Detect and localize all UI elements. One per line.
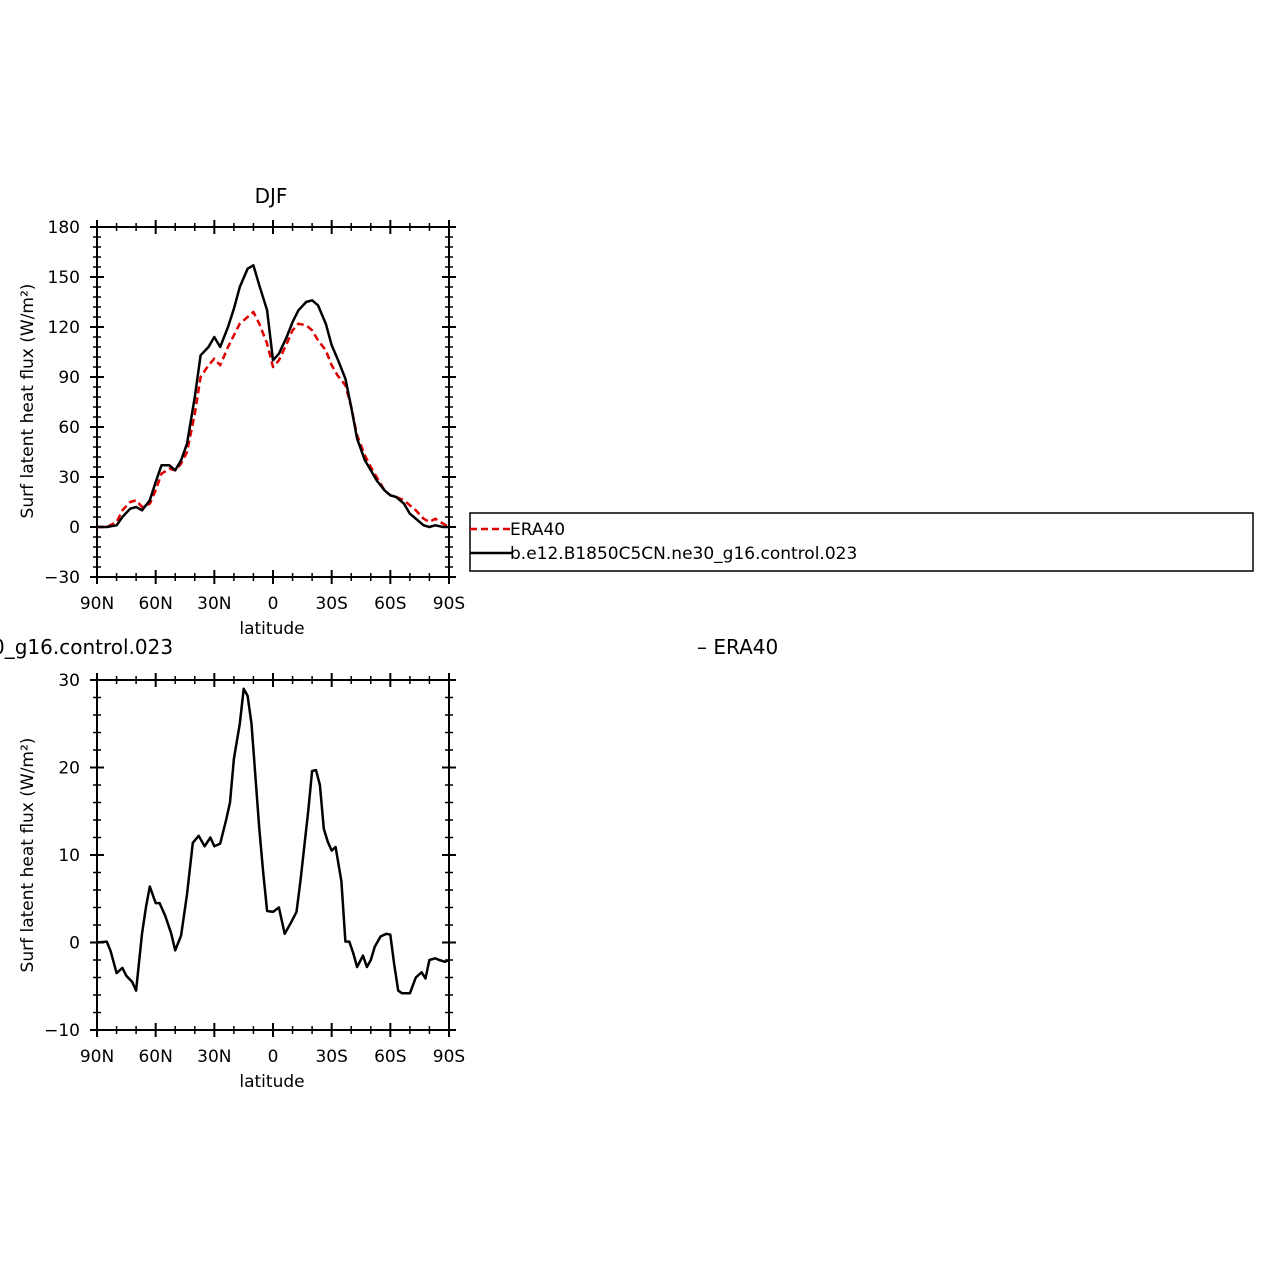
legend: ERA40 b.e12.B1850C5CN.ne30_g16.control.0… [469,512,1254,572]
y-tick-label: 30 [58,671,80,691]
y-tick-label: −10 [44,1021,80,1041]
y-tick-label: −30 [44,568,80,588]
y-tick-label: 180 [48,218,80,238]
chart-title: DJF [255,184,288,208]
x-axis-label: latitude [239,619,304,639]
x-tick-label: 60N [138,594,172,614]
series-line-era40 [97,310,450,529]
x-axis-label: latitude [239,1072,304,1092]
y-tick-label: 0 [69,518,80,538]
y-tick-label: 0 [69,934,80,954]
x-tick-label: 30S [315,1047,347,1067]
y-tick-label: 10 [58,846,80,866]
y-axis-label: Surf latent heat flux (W/m²) [18,738,38,973]
y-tick-label: 150 [48,268,80,288]
x-tick-label: 90S [433,594,465,614]
series-line-model [96,687,450,995]
subtitle-right: – ERA40 [697,635,778,659]
y-tick-label: 120 [48,318,80,338]
y-tick-label: 30 [58,468,80,488]
y-axis-label: Surf latent heat flux (W/m²) [18,284,38,519]
y-tick-label: 60 [58,418,80,438]
x-tick-label: 90N [80,594,114,614]
difference-panel: 0_g16.control.023 – ERA40 −10 0 10 20 30 90N 6… [0,635,778,1092]
djf-panel: DJF −30 0 30 60 90 120 150 180 90N 60N 30N 0 30S 60S 9… [18,184,465,639]
x-tick-label: 30S [315,594,347,614]
y-tick-label: 20 [58,759,80,779]
x-tick-label: 30N [197,1047,231,1067]
x-tick-label: 30N [197,594,231,614]
plot-frame [96,226,450,578]
x-tick-label: 90N [80,1047,114,1067]
series-line-model [97,264,449,529]
legend-label-era40: ERA40 [510,520,565,540]
x-tick-label: 90S [433,1047,465,1067]
y-tick-label: 90 [58,368,80,388]
x-tick-label: 0 [268,1047,279,1067]
x-tick-label: 60S [374,1047,406,1067]
legend-box [469,512,1254,572]
x-tick-label: 60S [374,594,406,614]
legend-label-model: b.e12.B1850C5CN.ne30_g16.control.023 [510,544,857,564]
x-tick-label: 0 [268,594,279,614]
x-tick-label: 60N [138,1047,172,1067]
subtitle-left: 0_g16.control.023 [0,635,173,659]
